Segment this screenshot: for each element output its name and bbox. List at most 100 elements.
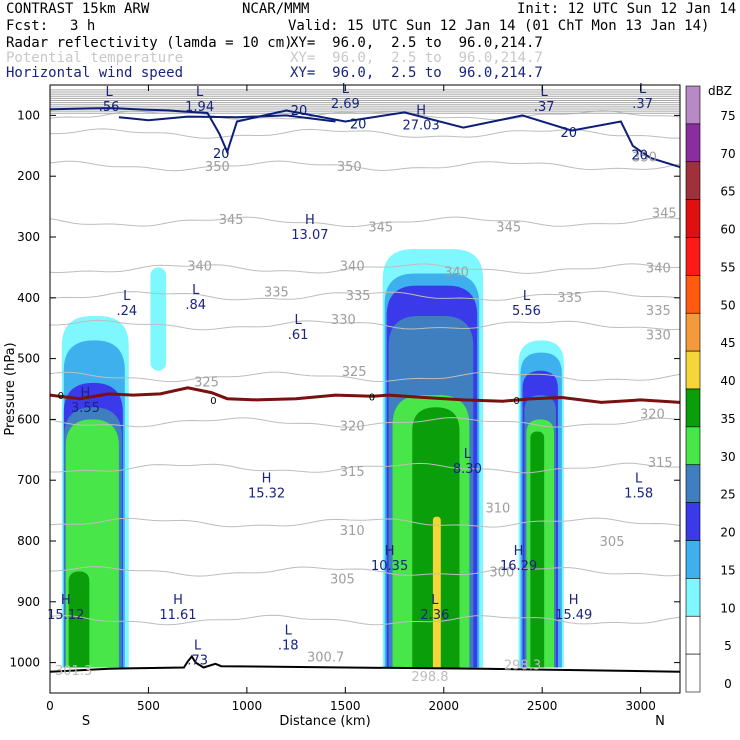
axes: 0 500 1000 1500 2000 2500 30001002003004005006… xyxy=(3,85,680,729)
theta-label-23: 310 xyxy=(340,524,365,539)
theta-line-315 xyxy=(50,462,680,474)
colorbar-swatch-60 xyxy=(685,199,701,238)
y-axis-title: Pressure (hPa) xyxy=(3,342,18,435)
colorbar-label-25: 25 xyxy=(720,488,735,502)
x-tick-label-4: 2000 xyxy=(428,699,459,713)
x-tick-label-0: 0 xyxy=(46,699,54,713)
y-tick-label-2: 300 xyxy=(17,230,40,244)
y-tick-label-6: 700 xyxy=(17,473,40,487)
extremum-value-3: 27.03 xyxy=(403,118,440,133)
other-label-0: 301.3 xyxy=(55,664,92,679)
wind-label-1: 20 xyxy=(350,117,367,132)
theta-label-18: 325 xyxy=(342,365,367,380)
field-theta: Potential temperature xyxy=(6,50,184,66)
wind-label-3: 20 xyxy=(213,147,230,162)
theta-line-310 xyxy=(50,517,680,528)
extremum-type-3: H xyxy=(416,103,426,118)
extremum-value-7: .24 xyxy=(116,304,137,319)
theta-line-305 xyxy=(50,566,680,577)
theta-label-13: 335 xyxy=(557,291,582,306)
x-tick-label-2: 1000 xyxy=(232,699,263,713)
other-label-2: 298.3 xyxy=(504,658,541,673)
extremum-value-17: 15.12 xyxy=(47,608,84,623)
zero-line-label-2: 0 xyxy=(369,392,375,403)
theta-label-5: 345 xyxy=(496,221,521,236)
y-tick-label-9: 1000 xyxy=(9,656,40,670)
extremum-value-16: 16.29 xyxy=(500,559,537,574)
colorbar-swatch-30 xyxy=(685,426,701,466)
colorbar-swatch-65 xyxy=(685,161,701,200)
zero-line-label-1: 0 xyxy=(210,396,216,407)
extremum-value-6: 13.07 xyxy=(291,228,328,243)
extremum-value-8: .84 xyxy=(185,298,206,313)
extremum-value-21: .18 xyxy=(278,638,299,653)
theta-label-4: 345 xyxy=(368,221,393,236)
theta-label-17: 325 xyxy=(194,376,219,391)
theta-label-9: 340 xyxy=(444,266,469,281)
extremum-value-1: 1.94 xyxy=(185,100,214,115)
terrain-profile xyxy=(50,654,680,673)
theta-label-7: 340 xyxy=(187,260,212,275)
theta-label-6: 345 xyxy=(652,207,677,222)
theta-label-19: 320 xyxy=(340,419,365,434)
theta-label-8: 340 xyxy=(340,260,365,275)
theta-label-27: 300 xyxy=(489,565,514,580)
extremum-type-16: H xyxy=(514,544,524,559)
theta-label-2: 350 xyxy=(632,151,657,166)
extremum-value-11: 3.55 xyxy=(71,401,100,416)
x-end-right-label: N xyxy=(655,714,665,729)
field-theta-xy: XY= 96.0, 2.5 to 96.0,214.7 xyxy=(290,50,543,66)
organization: NCAR/MMM xyxy=(242,1,310,17)
theta-line-345 xyxy=(50,216,680,228)
theta-label-21: 315 xyxy=(340,465,365,480)
plot-frame xyxy=(49,84,681,694)
extremum-type-13: H xyxy=(262,471,272,486)
extremum-value-12: 8.30 xyxy=(453,462,482,477)
x-axis-title: Distance (km) xyxy=(279,714,370,729)
theta-line-340 xyxy=(50,263,680,274)
theta-label-12: 335 xyxy=(346,289,371,304)
y-tick-label-4: 500 xyxy=(17,352,40,366)
isolated-cell-0 xyxy=(150,267,167,371)
field-reflectivity-xy: XY= 96.0, 2.5 to 96.0,214.7 xyxy=(290,35,543,51)
colorbar-swatch-40 xyxy=(685,350,701,390)
colorbar-swatch-25 xyxy=(685,464,701,503)
theta-label-15: 330 xyxy=(331,313,356,328)
colorbar-swatch-75 xyxy=(685,85,701,125)
colorbar-label-15: 15 xyxy=(720,563,735,577)
colorbar-label-60: 60 xyxy=(720,223,735,237)
theta-line-320 xyxy=(50,417,680,428)
colorbar-label-75: 75 xyxy=(720,109,735,123)
reflectivity-cell-0-layer-5 xyxy=(68,571,90,668)
colorbar-swatch-45 xyxy=(685,312,701,352)
colorbar-label-20: 20 xyxy=(720,526,735,540)
colorbar-swatch-0 xyxy=(685,653,701,693)
field-wind-xy: XY= 96.0, 2.5 to 96.0,214.7 xyxy=(290,65,543,81)
extremum-type-20: H xyxy=(569,593,579,608)
y-tick-label-5: 600 xyxy=(17,412,40,426)
wind-label-0: 20 xyxy=(291,104,308,119)
extremum-type-19: L xyxy=(431,593,439,608)
y-tick-label-3: 400 xyxy=(17,291,40,305)
y-tick-label-0: 100 xyxy=(17,108,40,122)
colorbar-swatch-20 xyxy=(685,502,701,541)
terrain-line xyxy=(50,654,680,673)
extremum-type-8: L xyxy=(192,283,200,298)
colorbar-unit: dBZ xyxy=(708,84,732,98)
colorbar-label-65: 65 xyxy=(720,185,735,199)
x-tick-label-6: 3000 xyxy=(625,699,656,713)
freezing-level: 0 0 0 0 xyxy=(50,386,680,407)
field-wind: Horizontal wind speed xyxy=(6,65,184,81)
extremum-type-4: L xyxy=(541,85,549,100)
extremum-type-17: H xyxy=(61,593,71,608)
extremum-type-6: H xyxy=(305,213,315,228)
extremum-value-20: 15.49 xyxy=(555,608,592,623)
theta-contours xyxy=(50,89,680,626)
theta-label-16: 330 xyxy=(646,328,671,343)
wind-20-contour-inner xyxy=(118,114,336,123)
theta-line-330 xyxy=(50,319,680,331)
y-tick-label-7: 800 xyxy=(17,534,40,548)
theta-label-26: 305 xyxy=(600,535,625,550)
